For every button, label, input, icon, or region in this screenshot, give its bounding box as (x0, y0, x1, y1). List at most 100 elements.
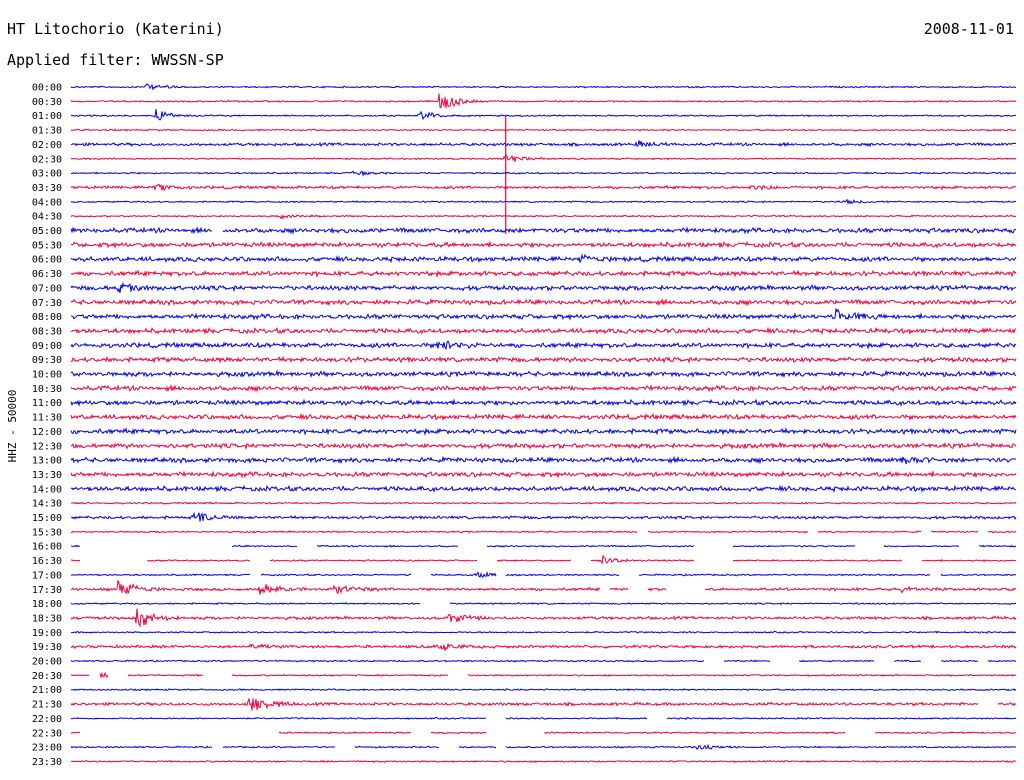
trace-line (70, 580, 1017, 595)
time-tick-label: 06:30 (32, 269, 62, 280)
trace-line (70, 153, 1017, 162)
time-tick-label: 21:00 (32, 685, 62, 696)
time-tick-label: 16:30 (32, 556, 62, 567)
date-label: 2008-11-01 (923, 20, 1014, 38)
station-title: HT Litochorio (Katerini) (7, 20, 224, 38)
time-tick-label: 01:30 (32, 126, 62, 137)
time-tick-label: 20:00 (32, 657, 62, 668)
time-tick-label: 15:00 (32, 513, 62, 524)
time-tick-label: 07:00 (32, 283, 62, 294)
time-tick-label: 23:00 (32, 743, 62, 754)
trace-line (70, 253, 1017, 264)
time-tick-label: 21:30 (32, 700, 62, 711)
trace-line (70, 743, 1017, 750)
time-tick-label: 18:00 (32, 599, 62, 610)
time-tick-label: 12:30 (32, 441, 62, 452)
time-tick-label: 10:00 (32, 370, 62, 381)
time-tick-label: 10:30 (32, 384, 62, 395)
trace-line (70, 441, 1017, 451)
trace-line (70, 213, 1017, 220)
time-tick-label: 17:00 (32, 570, 62, 581)
time-tick-label: 05:00 (32, 226, 62, 237)
time-tick-label: 01:00 (32, 111, 62, 122)
trace-line (70, 427, 1017, 436)
time-tick-label: 13:00 (32, 456, 62, 467)
trace-line (70, 355, 1017, 365)
time-tick-label: 23:30 (32, 757, 62, 768)
time-tick-label: 00:00 (32, 83, 62, 94)
time-tick-label: 15:30 (32, 527, 62, 538)
trace-line (70, 308, 1017, 321)
time-tick-label: 14:30 (32, 499, 62, 510)
time-tick-label: 16:00 (32, 542, 62, 553)
time-tick-label: 11:30 (32, 413, 62, 424)
trace-line (70, 240, 1017, 250)
filter-name: WWSSN-SP (151, 51, 224, 69)
time-tick-label: 18:30 (32, 613, 62, 624)
trace-line (70, 140, 1017, 148)
trace-line (70, 226, 1017, 235)
time-tick-label: 07:30 (32, 298, 62, 309)
trace-line (70, 281, 1017, 294)
trace-line (70, 630, 1017, 634)
trace-line (70, 484, 1017, 493)
time-tick-label: 20:30 (32, 671, 62, 682)
time-tick-label: 04:00 (32, 197, 62, 208)
trace-line (70, 93, 1017, 109)
trace-line (70, 688, 1017, 692)
trace-line (70, 83, 1017, 91)
filter-prefix: Applied filter: (7, 51, 143, 69)
trace-line (70, 470, 1017, 479)
time-tick-label: 13:30 (32, 470, 62, 481)
trace-line (70, 183, 1017, 191)
time-tick-label: 17:30 (32, 585, 62, 596)
time-tick-label: 09:00 (32, 341, 62, 352)
trace-line (70, 731, 1017, 735)
trace-line (70, 671, 1017, 679)
time-tick-label: 22:30 (32, 728, 62, 739)
trace-line (70, 326, 1017, 335)
trace-line (70, 383, 1017, 393)
trace-line (70, 297, 1017, 307)
time-tick-label: 05:30 (32, 240, 62, 251)
time-tick-label: 02:30 (32, 154, 62, 165)
y-axis-label: HHZ - 50000 (6, 390, 19, 463)
time-tick-label: 19:00 (32, 628, 62, 639)
trace-line (70, 716, 1017, 720)
trace-line (70, 511, 1017, 522)
trace-line (70, 554, 1017, 565)
trace-line (70, 369, 1017, 379)
time-tick-label: 08:30 (32, 326, 62, 337)
trace-line (70, 398, 1017, 407)
time-tick-label: 04:30 (32, 212, 62, 223)
trace-line (70, 198, 1017, 205)
trace-line (70, 544, 1017, 548)
trace-line (70, 340, 1017, 351)
filter-line: Applied filter: WWSSN-SP (7, 51, 224, 69)
time-tick-label: 06:00 (32, 255, 62, 266)
time-tick-label: 11:00 (32, 398, 62, 409)
trace-line (70, 759, 1017, 763)
trace-line (70, 501, 1017, 505)
time-tick-label: 08:00 (32, 312, 62, 323)
trace-line (70, 455, 1017, 465)
trace-line (70, 412, 1017, 422)
time-tick-label: 03:30 (32, 183, 62, 194)
time-tick-label: 12:00 (32, 427, 62, 438)
trace-line (70, 602, 1017, 606)
trace-line (70, 570, 1017, 578)
trace-line (70, 608, 1017, 628)
time-tick-label: 14:00 (32, 484, 62, 495)
time-tick-label: 22:00 (32, 714, 62, 725)
time-tick-label: 03:00 (32, 169, 62, 180)
trace-line (70, 659, 1016, 663)
trace-line (70, 643, 1017, 651)
trace-line (70, 530, 1017, 534)
time-labels: 00:00 00:30 01:00 01:30 02:00 02:30 03:00 03:30… (32, 83, 62, 768)
time-tick-label: 09:30 (32, 355, 62, 366)
trace-line (70, 269, 1017, 278)
trace-line (70, 170, 1017, 177)
trace-line (70, 698, 1017, 711)
time-tick-label: 02:00 (32, 140, 62, 151)
